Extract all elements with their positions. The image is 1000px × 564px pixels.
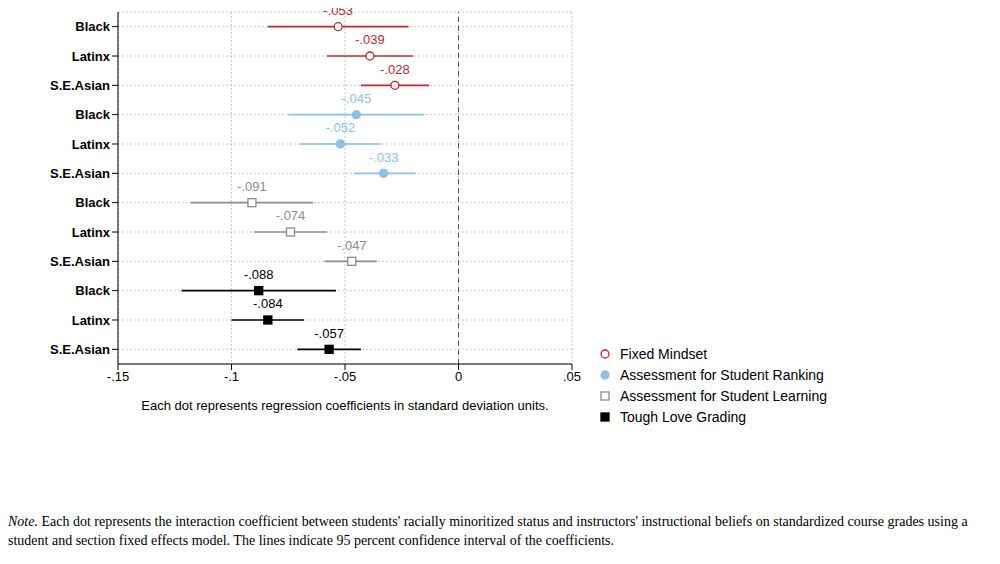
svg-text:-.045: -.045 bbox=[342, 91, 372, 106]
svg-text:-.057: -.057 bbox=[314, 326, 344, 341]
svg-text:Each dot represents regression: Each dot represents regression coefficie… bbox=[141, 398, 548, 413]
svg-text:S.E.Asian: S.E.Asian bbox=[50, 166, 110, 181]
svg-text:Latinx: Latinx bbox=[72, 49, 111, 64]
svg-text:S.E.Asian: S.E.Asian bbox=[50, 78, 110, 93]
svg-text:-.033: -.033 bbox=[369, 150, 399, 165]
svg-text:-.088: -.088 bbox=[244, 267, 274, 282]
html-text:Tough Love Grading: Tough Love Grading bbox=[620, 408, 747, 425]
svg-text:-.052: -.052 bbox=[326, 120, 356, 135]
svg-text:-.047: -.047 bbox=[337, 238, 367, 253]
svg-text:-.028: -.028 bbox=[380, 62, 410, 77]
svg-text:-.084: -.084 bbox=[253, 296, 283, 311]
html-text:Fixed Mindset: Fixed Mindset bbox=[620, 345, 708, 362]
svg-text:Black: Black bbox=[75, 283, 110, 298]
svg-text:Black: Black bbox=[75, 19, 110, 34]
svg-text:-.039: -.039 bbox=[355, 32, 385, 47]
html-text:Note. Each dot represents the: Note. Each dot represents the interactio… bbox=[8, 514, 968, 548]
svg-text:-.053: -.053 bbox=[323, 8, 353, 18]
svg-text:.05: .05 bbox=[563, 369, 581, 384]
svg-text:-.05: -.05 bbox=[334, 369, 356, 384]
svg-text:Black: Black bbox=[75, 107, 110, 122]
svg-text:Black: Black bbox=[75, 195, 110, 210]
html-text:Assessment for Student Learnin: Assessment for Student Learning bbox=[620, 387, 827, 404]
svg-text:-.074: -.074 bbox=[276, 208, 306, 223]
html-text:Assessment for Student Ranking: Assessment for Student Ranking bbox=[620, 366, 824, 383]
svg-text:-.1: -.1 bbox=[224, 369, 239, 384]
svg-text:-.091: -.091 bbox=[237, 179, 267, 194]
svg-text:-.15: -.15 bbox=[107, 369, 129, 384]
svg-text:Latinx: Latinx bbox=[72, 313, 111, 328]
svg-text:Latinx: Latinx bbox=[72, 225, 111, 240]
svg-text:Latinx: Latinx bbox=[72, 137, 111, 152]
svg-text:0: 0 bbox=[455, 369, 462, 384]
svg-text:S.E.Asian: S.E.Asian bbox=[50, 342, 110, 357]
svg-text:S.E.Asian: S.E.Asian bbox=[50, 254, 110, 269]
